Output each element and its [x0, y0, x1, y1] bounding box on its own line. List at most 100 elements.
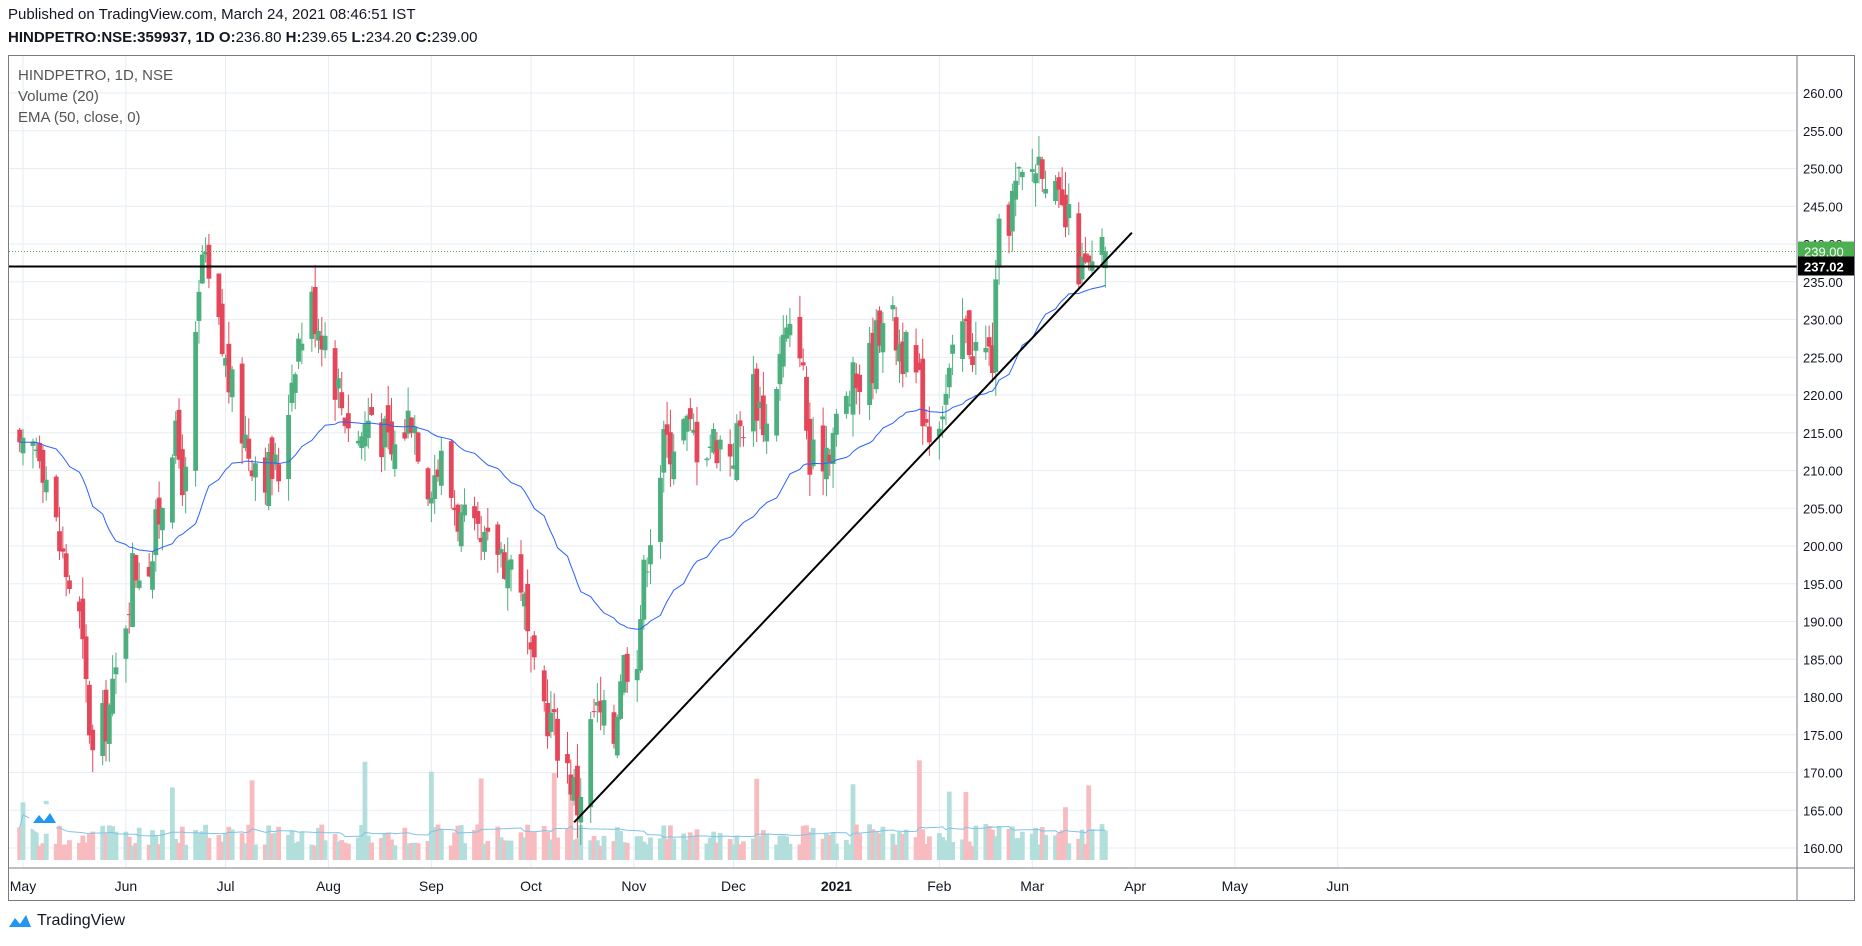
candle-body	[1053, 181, 1058, 202]
candle-body	[737, 420, 743, 427]
candle-body	[87, 684, 92, 736]
volume-bar	[893, 844, 899, 860]
candle-body	[926, 426, 932, 443]
volume-bar	[170, 787, 175, 860]
candle-body	[292, 374, 298, 393]
candle-body	[472, 506, 477, 519]
candle-body	[734, 423, 740, 481]
candle-body	[412, 426, 418, 434]
low-label: L:	[351, 29, 366, 46]
candle-body	[266, 451, 272, 507]
candle-body	[621, 655, 627, 693]
volume-bar	[269, 833, 275, 860]
price-tick-label: 185.00	[1803, 652, 1843, 667]
ema-line	[19, 284, 1106, 630]
volume-bar	[973, 825, 979, 860]
candle-body	[179, 449, 185, 496]
price-tick-label: 190.00	[1803, 615, 1843, 630]
volume-bar	[67, 840, 72, 860]
volume-bar	[110, 826, 116, 860]
candle-body	[661, 429, 667, 473]
candle-body	[37, 442, 42, 462]
volume-bar	[126, 836, 132, 860]
chart-frame[interactable]	[8, 55, 1855, 901]
volume-bar	[106, 825, 112, 860]
volume-bar	[1043, 835, 1048, 860]
volume-bar	[296, 841, 301, 860]
volume-bar	[830, 832, 836, 860]
volume-bar	[734, 835, 740, 860]
tradingview-footer[interactable]: TradingView	[8, 912, 125, 930]
volume-bar	[53, 843, 59, 860]
candle-body	[658, 477, 663, 542]
price-tick-label: 165.00	[1803, 803, 1843, 818]
volume-bar	[405, 843, 411, 860]
candle-body	[541, 670, 547, 702]
candle-body	[379, 422, 384, 458]
candle-body	[897, 343, 902, 362]
volume-bar	[226, 826, 232, 860]
volume-bar	[648, 837, 653, 860]
volume-bar	[382, 833, 388, 860]
volume-bar	[890, 833, 896, 860]
volume-bar	[598, 845, 604, 860]
candle-body	[867, 342, 872, 406]
legend-volume[interactable]: Volume (20)	[18, 88, 99, 105]
ema-line-path	[19, 284, 1106, 630]
volume-bar	[824, 833, 829, 860]
volume-bar	[77, 842, 82, 860]
volume-bar	[342, 842, 348, 860]
drawings	[9, 231, 1797, 824]
volume-bar	[336, 841, 341, 860]
volume-bar	[897, 831, 902, 860]
volume-bar	[1016, 838, 1022, 860]
candle-body	[262, 457, 268, 493]
volume-bar	[827, 835, 833, 860]
volume-bar	[289, 830, 295, 860]
volume-bar	[243, 843, 248, 860]
candle-body	[176, 409, 182, 460]
time-tick-label: Mar	[1020, 878, 1044, 894]
candle-body	[133, 555, 139, 581]
candle-body	[219, 303, 225, 355]
candle-body	[1063, 194, 1068, 228]
candle-body	[409, 417, 414, 433]
candle-body	[986, 337, 992, 347]
candle-body	[671, 451, 677, 480]
price-tick-label: 255.00	[1803, 124, 1843, 139]
candle-body	[1029, 169, 1035, 172]
last-price-label: 239.00	[1804, 245, 1844, 260]
volume-bar	[983, 824, 989, 860]
volume-bar	[751, 838, 756, 860]
candle-body	[1013, 180, 1019, 200]
volume-bar	[206, 838, 212, 860]
volume-bar	[857, 833, 863, 860]
candle-body	[485, 527, 491, 532]
volume-bar	[475, 824, 481, 860]
candle-body	[548, 712, 554, 732]
candle-body	[704, 458, 710, 461]
candle-body	[594, 702, 600, 706]
volume-bar	[339, 840, 345, 860]
volume-bar	[103, 832, 109, 860]
candle-body	[160, 508, 165, 531]
volume-bar	[1089, 828, 1095, 860]
volume-bar	[136, 827, 142, 860]
candle-body	[43, 479, 49, 493]
price-tick-label: 230.00	[1803, 313, 1843, 328]
candle-body	[63, 553, 69, 578]
candle-body	[336, 378, 341, 389]
volume-bar	[777, 835, 783, 860]
candle-body	[17, 429, 23, 443]
candle-body	[847, 404, 853, 406]
volume-bar	[843, 839, 849, 860]
volume-bar	[478, 778, 484, 860]
volume-bar	[644, 844, 650, 860]
legend-ema[interactable]: EMA (50, close, 0)	[18, 109, 141, 126]
volume-bar	[272, 832, 278, 860]
watermark-circle	[29, 804, 59, 834]
volume-bar	[505, 840, 511, 860]
volume-bar	[100, 825, 106, 860]
volume-bar	[153, 836, 159, 860]
